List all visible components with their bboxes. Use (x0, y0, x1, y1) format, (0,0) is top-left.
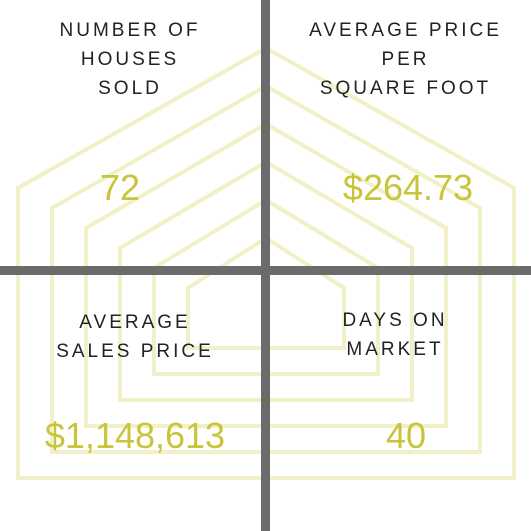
days-on-market-label: DAYS ON MARKET (280, 306, 510, 364)
avg-sales-price-value: $1,148,613 (44, 415, 226, 456)
houses-sold-label-line: HOUSES (80, 49, 180, 70)
days-on-market-label-line: DAYS ON (342, 310, 448, 331)
houses-sold-label-line: NUMBER OF (59, 20, 201, 41)
horizontal-divider (0, 266, 531, 275)
houses-sold-label-line: SOLD (98, 78, 162, 99)
price-per-sqft-value: $264.73 (342, 167, 474, 208)
houses-sold-value: 72 (99, 167, 141, 208)
price-per-sqft-label-line: AVERAGE PRICE (309, 20, 502, 41)
price-per-sqft-label: AVERAGE PRICE PER SQUARE FOOT (280, 16, 531, 103)
days-on-market-label-line: MARKET (346, 339, 444, 360)
avg-sales-price-label: AVERAGE SALES PRICE (10, 308, 260, 366)
houses-sold-label: NUMBER OF HOUSES SOLD (10, 16, 250, 103)
avg-sales-price-label-line: SALES PRICE (56, 341, 214, 362)
avg-sales-price-label-line: AVERAGE (79, 312, 191, 333)
price-per-sqft-label-line: SQUARE FOOT (319, 78, 492, 99)
vertical-divider (261, 0, 270, 531)
days-on-market-value: 40 (385, 415, 427, 456)
price-per-sqft-label-line: PER (381, 49, 430, 70)
